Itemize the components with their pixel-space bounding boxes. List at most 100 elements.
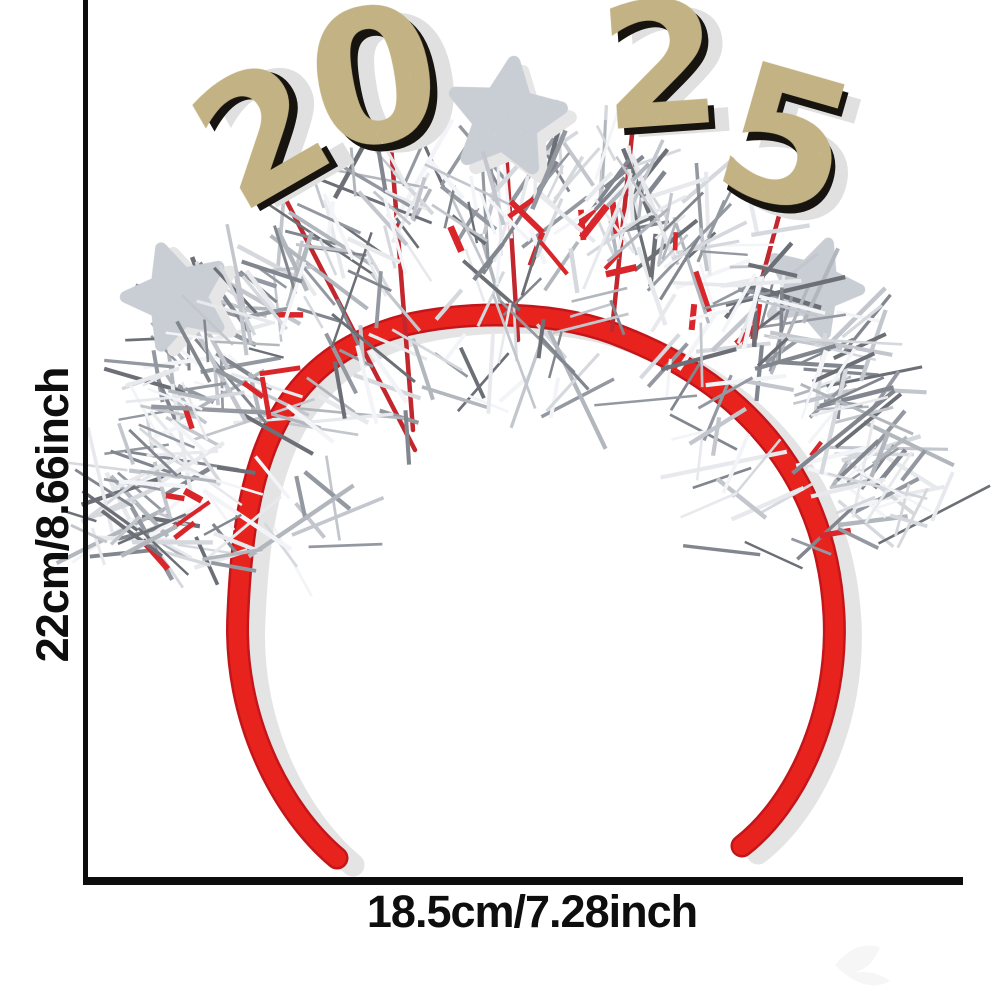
tinsel-red-glimpse [182,487,204,504]
tinsel-strip [265,201,374,276]
tinsel-strip [712,283,752,306]
tinsel-red-glimpse [672,232,679,251]
tinsel-strip [288,422,359,437]
tinsel-strip [595,124,617,162]
tinsel-strip [391,118,455,227]
tinsel-strip [295,242,349,253]
tinsel-red-glimpse [603,252,621,271]
tinsel-strip [744,379,795,393]
tinsel-strip [148,438,243,507]
tinsel-strip [202,488,293,552]
tinsel-strip [552,312,629,335]
tinsel-strip [203,513,242,536]
tinsel-strip [316,149,416,211]
tinsel-strip [851,408,877,519]
tinsel-strip [335,298,361,347]
tinsel-strip [660,347,737,372]
tinsel-strip [654,214,686,240]
tinsel-strip [216,465,256,475]
tinsel-strip [756,298,818,318]
tinsel-strip [791,389,896,476]
tinsel-strip [834,392,903,449]
tinsel-strip [275,185,287,271]
tinsel-strip [586,218,640,257]
tinsel-strip [271,265,315,272]
tinsel-strip [816,376,885,410]
tinsel-strip [402,118,436,187]
tinsel-strip [291,496,385,537]
tinsel-strip [100,509,164,558]
stick-digit-0 [388,142,416,433]
digit-backing: 2 [600,0,733,177]
tinsel-strip [497,302,512,364]
tinsel-strip [656,233,689,268]
height-dimension-label: 22cm/8.66inch [27,367,78,663]
tinsel-strip [618,207,639,256]
tinsel-strip [700,250,748,256]
tinsel-red-glimpse [693,270,712,313]
tinsel-red-glimpse [165,492,185,502]
tinsel-strip [754,343,837,371]
tinsel-strip [810,395,889,417]
tinsel-strip [138,427,176,458]
tinsel-strip [520,238,542,296]
tinsel-strip [308,542,383,549]
tinsel-strip [635,148,682,167]
tinsel-strip [476,270,506,327]
tinsel-strip [200,495,283,565]
tinsel-strip [698,263,716,312]
tinsel-strip [331,312,416,384]
tinsel-strip [120,524,178,558]
tinsel-strip [536,319,546,359]
tinsel-strip [682,544,761,557]
tinsel-strip [538,334,590,391]
tinsel-strip [349,147,357,197]
tinsel-strip [241,259,303,284]
tinsel-strip [117,513,187,545]
tinsel-strip [347,269,392,293]
tinsel-red-glimpse [259,365,301,377]
tinsel-strip [859,309,888,382]
tinsel-strip [468,175,479,211]
tinsel-strip [646,202,733,292]
tinsel-strip [697,376,754,410]
tinsel-strip [324,332,358,395]
tinsel-strip [181,381,209,441]
tinsel-strip [800,349,827,419]
tinsel-strip [837,526,880,550]
tinsel-strip [900,449,927,482]
tinsel-strip [288,210,373,267]
tinsel-strip [721,432,751,494]
tinsel-strip [800,382,914,436]
tinsel-strip [720,278,802,288]
tinsel-strip [244,269,280,316]
tinsel-strip [80,469,182,507]
tinsel-strip [559,137,596,187]
tinsel-strip [180,468,264,496]
tinsel-strip [547,329,608,450]
tinsel-strip [896,487,929,549]
tinsel-strip [118,410,167,421]
tinsel-strip [836,310,880,323]
tinsel-strip [832,332,887,360]
tinsel-red-glimpse [605,264,638,278]
tinsel-strip [210,560,257,573]
tinsel-red-glimpse [447,225,465,253]
tinsel-strip [127,381,158,435]
tinsel-strip [308,412,394,424]
tinsel-strip [363,247,391,292]
tinsel-strip [128,428,179,477]
tinsel-strip [478,188,497,236]
tinsel-strip [254,455,291,500]
tinsel-strip [421,385,488,410]
tinsel-strip [518,175,530,210]
tinsel-strip [104,358,175,369]
tinsel-strip [305,157,326,209]
tinsel-strip [689,309,730,321]
tinsel-strip [330,231,373,349]
tinsel-strip [366,257,387,297]
tinsel-strip [636,246,668,326]
tinsel-strip [357,190,409,247]
tinsel-strip [294,475,308,521]
